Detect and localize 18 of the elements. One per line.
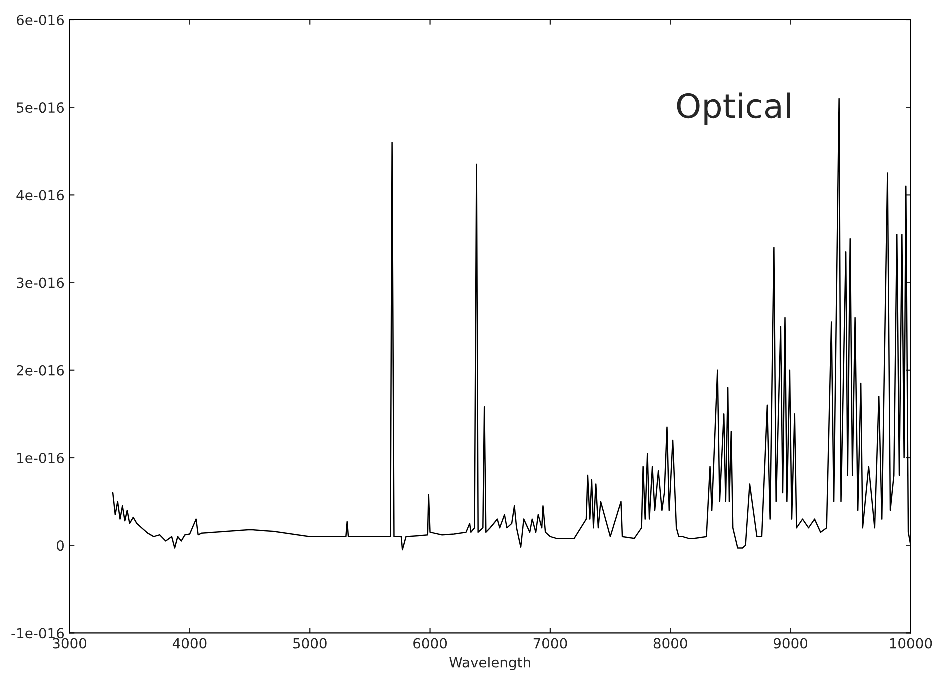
y-tick-label: 6e-016 xyxy=(16,14,64,26)
y-tick-label: 1e-016 xyxy=(18,452,64,464)
x-tick-label: 5000 xyxy=(294,638,327,649)
y-tick-label: 0 xyxy=(57,540,64,552)
x-tick-label: 9000 xyxy=(774,638,808,649)
x-tick-label: 4000 xyxy=(172,638,207,649)
x-tick-label: 10000 xyxy=(890,638,932,649)
y-tick-label: 3e-016 xyxy=(17,278,64,288)
y-tick-label: -1e-016 xyxy=(12,628,64,639)
x-tick-label: 6000 xyxy=(414,638,448,649)
x-tick-label: 8000 xyxy=(654,638,688,649)
y-tick-label: 2e-016 xyxy=(17,365,64,376)
annotation: Optical xyxy=(677,92,790,126)
y-tick-label: 4e-016 xyxy=(16,190,64,201)
x-tick-label: 7000 xyxy=(534,638,568,649)
y-tick-label: 5e-016 xyxy=(17,102,64,114)
x-axis-title: Wavelength xyxy=(450,657,530,670)
x-tick-label: 3000 xyxy=(53,638,87,649)
